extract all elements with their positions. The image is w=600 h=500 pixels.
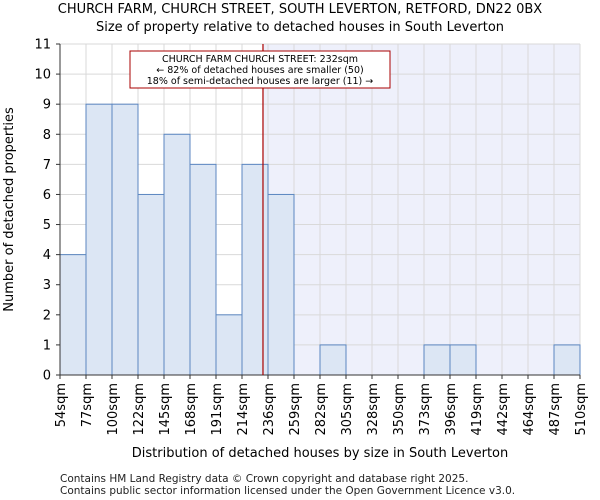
y-tick-label: 5 (43, 218, 51, 233)
x-tick-label: 236sqm (262, 383, 277, 436)
x-tick-label: 145sqm (158, 383, 173, 436)
x-tick-label: 100sqm (106, 383, 121, 436)
y-tick-label: 1 (43, 338, 51, 353)
y-tick-label: 3 (43, 278, 51, 293)
y-tick-label: 7 (43, 158, 51, 173)
x-tick-label: 373sqm (418, 383, 433, 436)
bar (319, 344, 347, 376)
bar (241, 163, 269, 376)
x-tick-label: 350sqm (392, 383, 407, 436)
x-tick-label: 510sqm (574, 383, 589, 436)
bar (267, 193, 295, 376)
bar (215, 314, 243, 376)
bar (59, 254, 87, 376)
x-tick-label: 122sqm (132, 383, 147, 436)
x-tick-label: 396sqm (444, 383, 459, 436)
x-tick-label: 442sqm (496, 383, 511, 436)
x-tick-label: 259sqm (288, 383, 303, 436)
larger-region-shade (262, 44, 580, 375)
bar (423, 344, 451, 376)
x-tick-label: 419sqm (470, 383, 485, 436)
bar (111, 103, 139, 376)
bar (189, 163, 217, 376)
y-tick-label: 0 (43, 369, 51, 384)
x-tick-label: 214sqm (236, 383, 251, 436)
bar (449, 344, 477, 376)
x-axis-label: Distribution of detached houses by size … (132, 446, 508, 461)
x-tick-label: 77sqm (80, 383, 95, 427)
x-tick-label: 305sqm (340, 383, 355, 436)
x-tick-label: 282sqm (314, 383, 329, 436)
bar (85, 103, 113, 376)
footer-line-1: Contains HM Land Registry data © Crown c… (60, 473, 469, 485)
x-tick-label: 54sqm (54, 383, 69, 427)
x-tick-label: 191sqm (210, 383, 225, 436)
annotation-line: CHURCH FARM CHURCH STREET: 232sqm (162, 54, 358, 65)
chart-title: CHURCH FARM, CHURCH STREET, SOUTH LEVERT… (57, 2, 543, 17)
footer-line-2: Contains public sector information licen… (60, 485, 516, 497)
x-tick-label: 168sqm (184, 383, 199, 436)
x-tick-label: 487sqm (548, 383, 563, 436)
annotation-line: 18% of semi-detached houses are larger (… (147, 76, 374, 87)
bar (137, 193, 165, 376)
y-tick-label: 10 (34, 68, 51, 83)
y-tick-label: 11 (34, 38, 51, 53)
x-tick-label: 328sqm (366, 383, 381, 436)
y-tick-label: 9 (43, 98, 51, 113)
chart-subtitle: Size of property relative to detached ho… (95, 20, 505, 35)
y-axis-label: Number of detached properties (2, 107, 17, 312)
y-tick-label: 6 (43, 188, 51, 203)
y-tick-label: 4 (43, 248, 51, 263)
annotation-box (129, 50, 391, 89)
annotation-line: ← 82% of detached houses are smaller (50… (156, 65, 363, 76)
y-tick-label: 2 (43, 308, 51, 323)
x-tick-label: 464sqm (522, 383, 537, 436)
y-tick-label: 8 (43, 128, 51, 143)
bar (553, 344, 581, 376)
bar (163, 133, 191, 376)
